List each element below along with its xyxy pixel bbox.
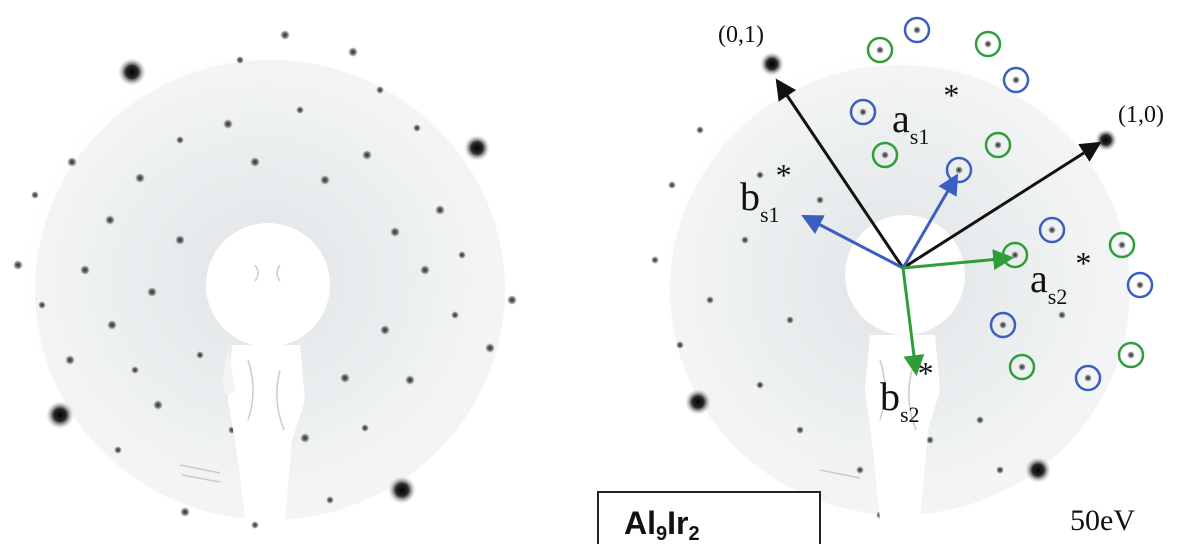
vector-as2-arrow <box>902 249 1015 271</box>
right-primary-spot-10 <box>1095 129 1117 151</box>
right-leed-pattern: (0,1) (1,0) as1* bs1* as2* bs2* 50eV <box>650 16 1164 537</box>
left-beam-stop-detail <box>179 264 285 483</box>
left-superstructure-spots <box>13 30 517 529</box>
vector-bs2-arrow <box>901 267 925 377</box>
label-energy: 50eV <box>1070 504 1135 537</box>
left-primary-spot <box>118 58 146 86</box>
vector-10-arrow <box>902 141 1102 270</box>
label-spot-01: (0,1) <box>718 22 764 48</box>
left-beam-stop-icon <box>206 223 330 520</box>
left-primary-spot <box>46 401 74 429</box>
right-primary-spot <box>1025 457 1051 483</box>
left-primary-spot <box>464 135 490 161</box>
material-formula: Al9Ir2 <box>624 505 700 544</box>
label-bs2: bs2* <box>880 355 934 427</box>
label-bs1: bs1* <box>740 157 792 227</box>
label-spot-10: (1,0) <box>1118 102 1164 128</box>
label-as2: as2* <box>1030 245 1091 309</box>
green-spot-rings <box>866 30 1145 381</box>
left-primary-spot <box>388 476 416 504</box>
blue-spot-rings <box>849 16 1154 392</box>
vector-01-arrow <box>775 78 905 269</box>
vector-as1-arrow <box>901 173 959 269</box>
right-primary-spot <box>685 389 711 415</box>
material-label-box: Al9Ir2 <box>597 491 821 544</box>
vector-bs1-arrow <box>801 215 904 270</box>
left-leed-pattern <box>10 30 517 529</box>
right-primary-spot-01 <box>760 52 784 76</box>
label-as1: as1* <box>892 77 959 149</box>
